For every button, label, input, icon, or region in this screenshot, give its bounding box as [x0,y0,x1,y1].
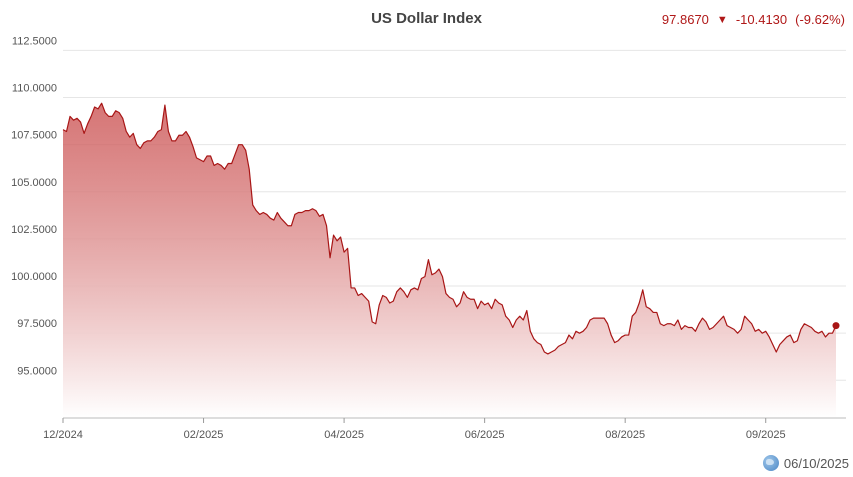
last-value: 97.8670 [661,12,709,27]
change-value: -10.4130 [735,12,788,27]
x-tick-label: 06/2025 [465,429,505,441]
x-tick-label: 08/2025 [605,429,645,441]
down-arrow-icon: ▼ [716,13,728,26]
series-area-fill [63,103,836,418]
y-tick-label: 105.0000 [11,177,57,189]
y-tick-label: 100.0000 [11,271,57,283]
y-tick-label: 95.0000 [17,365,57,377]
series-layer [62,102,840,418]
change-percent: (-9.62%) [795,12,845,27]
series-line [62,102,837,355]
date-footer: 06/10/2025 [762,455,849,471]
last-point-marker [832,322,840,330]
x-tick-label: 12/2024 [43,429,83,441]
x-tick-label: 04/2025 [324,429,364,441]
y-tick-label: 102.5000 [11,224,57,236]
y-tick-label: 97.5000 [17,318,57,330]
x-tick-label: 09/2025 [746,429,786,441]
footer-date: 06/10/2025 [783,455,849,471]
x-tick-label: 02/2025 [184,429,224,441]
y-tick-label: 110.0000 [12,83,57,95]
y-tick-label: 107.5000 [11,130,57,142]
chart-title: US Dollar Index [371,10,482,27]
globe-icon [762,455,779,471]
y-tick-label: 112.5000 [12,35,57,47]
quote-summary: 97.8670 ▼ -10.4130 (-9.62%) [662,12,845,27]
axis-layer: 95.0000 97.5000 100.0000 102.5000 105.0000 10… [11,35,846,441]
